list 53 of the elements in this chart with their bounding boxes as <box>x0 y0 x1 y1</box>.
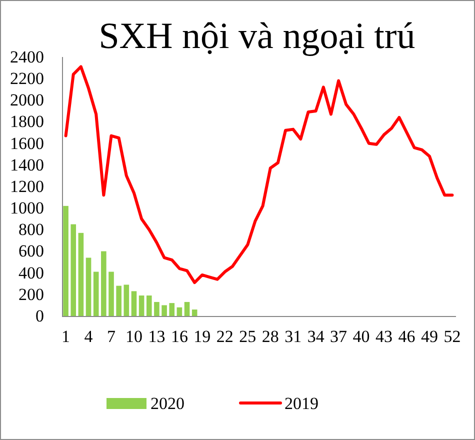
y-tick-label: 0 <box>36 306 44 326</box>
x-tick-label: 19 <box>194 327 211 346</box>
bar <box>184 302 190 316</box>
bar <box>63 206 68 316</box>
bar <box>93 272 99 316</box>
y-tick-label: 800 <box>18 220 44 240</box>
x-tick-label: 34 <box>307 327 325 346</box>
x-tick-label: 16 <box>170 327 188 346</box>
bar <box>78 232 84 316</box>
x-tick-label: 46 <box>398 327 416 346</box>
bar <box>101 251 106 316</box>
chart-title: SXH nội và ngoại trú <box>98 16 416 57</box>
x-tick-label: 13 <box>148 327 166 346</box>
x-tick-label: 10 <box>125 327 142 346</box>
x-tick-label: 40 <box>352 327 370 346</box>
bar <box>86 258 92 316</box>
y-tick-label: 1400 <box>10 155 44 174</box>
x-tick-label: 28 <box>262 327 279 346</box>
bar <box>169 303 175 316</box>
y-tick-label: 2400 <box>10 47 44 66</box>
x-tick-label: 49 <box>420 327 438 346</box>
x-tick-label: 25 <box>239 327 256 346</box>
y-tick-label: 1000 <box>10 198 44 218</box>
bar <box>146 295 152 316</box>
bar <box>116 286 122 316</box>
x-tick-label: 1 <box>62 327 70 346</box>
x-tick-label: 31 <box>284 327 302 346</box>
x-tick-label: 22 <box>216 327 234 346</box>
x-tick-label: 43 <box>376 327 393 346</box>
bar <box>138 295 144 316</box>
x-tick-label: 4 <box>84 327 94 346</box>
x-tick-label: 37 <box>330 327 348 346</box>
y-tick-label: 2200 <box>10 69 44 88</box>
y-tick-label: 600 <box>18 242 44 261</box>
bar <box>154 302 160 316</box>
x-tick-label: 7 <box>107 327 116 346</box>
line-series <box>64 65 454 284</box>
bar <box>176 307 182 316</box>
bar <box>131 291 137 316</box>
y-tick-label: 1600 <box>10 134 44 153</box>
legend-label: 2019 <box>284 394 318 413</box>
y-tick-label: 1800 <box>10 112 44 132</box>
y-tick-label: 200 <box>18 284 44 304</box>
bar <box>162 305 167 316</box>
legend-label: 2020 <box>150 394 184 413</box>
bar <box>192 310 198 316</box>
x-tick-label: 52 <box>444 327 461 346</box>
y-tick-label: 1200 <box>10 176 44 196</box>
y-tick-label: 400 <box>18 263 44 282</box>
y-tick-label: 2000 <box>10 90 44 110</box>
bar <box>70 224 76 316</box>
bar <box>108 272 114 316</box>
bar <box>124 284 130 316</box>
